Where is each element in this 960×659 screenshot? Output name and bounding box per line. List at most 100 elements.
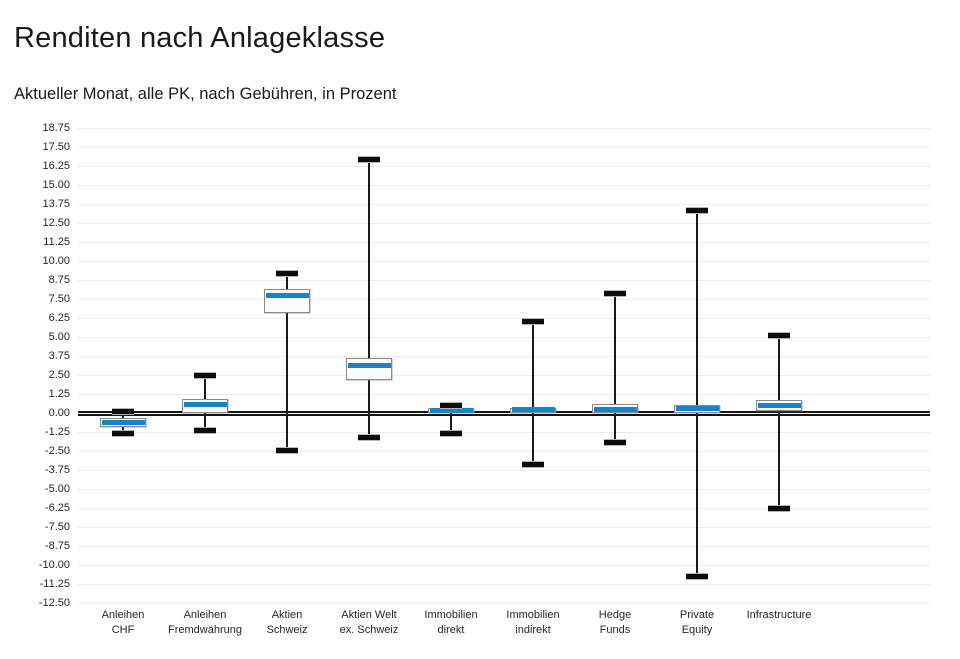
median-line <box>593 407 637 413</box>
x-category-label-line: Immobilien <box>506 609 560 621</box>
gridline <box>78 260 930 262</box>
x-category-label: Immobilien indirekt <box>485 608 581 638</box>
whisker-cap-min <box>194 426 216 434</box>
gridline <box>78 127 930 129</box>
y-tick-label: 15.00 <box>42 179 70 191</box>
gridline <box>78 203 930 205</box>
x-category-label: Anleihen Fremdwährung <box>157 608 253 638</box>
whisker-cap-max <box>112 407 134 415</box>
whisker-line <box>614 293 616 443</box>
y-tick-label: -2.50 <box>44 445 70 457</box>
whisker-cap-min <box>522 461 544 469</box>
y-tick-label: 8.75 <box>48 274 70 286</box>
gridline <box>78 165 930 167</box>
gridline <box>78 583 930 585</box>
x-category-label-line: Funds <box>599 624 631 636</box>
whisker-line <box>778 335 780 509</box>
gridline <box>78 564 930 566</box>
x-category-label-line: Aktien <box>271 609 303 621</box>
x-category-label-line: CHF <box>111 624 135 636</box>
gridline <box>78 469 930 471</box>
median-line <box>183 402 227 408</box>
y-tick-label: 17.50 <box>42 141 70 153</box>
whisker-cap-max <box>440 401 462 409</box>
y-tick-label: 12.50 <box>42 217 70 229</box>
y-tick-label: 2.50 <box>48 369 70 381</box>
x-category-label: Aktien Welt ex. Schweiz <box>321 608 417 638</box>
whisker-cap-max <box>358 156 380 164</box>
x-category-label-line: Infrastructure <box>746 609 812 621</box>
gridline <box>78 526 930 528</box>
gridline <box>78 488 930 490</box>
whisker-cap-min <box>112 430 134 438</box>
whisker-line <box>286 273 288 451</box>
gridline <box>78 602 930 604</box>
x-category-label-line: Aktien Welt <box>341 609 397 621</box>
gridline <box>78 450 930 452</box>
gridline <box>78 545 930 547</box>
median-line <box>101 419 145 425</box>
x-category-label-line: direkt <box>437 624 465 636</box>
median-line <box>347 363 391 369</box>
whisker-cap-max <box>276 269 298 277</box>
gridline <box>78 336 930 338</box>
page-title: Renditen nach Anlageklasse <box>14 22 386 54</box>
median-line <box>511 407 555 413</box>
y-tick-label: 5.00 <box>48 331 70 343</box>
whisker-cap-max <box>522 318 544 326</box>
y-tick-label: 1.25 <box>48 388 70 400</box>
whisker-line <box>368 159 370 438</box>
y-tick-label: -3.75 <box>44 464 70 476</box>
box <box>346 357 392 381</box>
whisker-cap-min <box>768 505 790 513</box>
x-category-label-line: Anleihen <box>183 609 227 621</box>
x-category-label-line: Fremdwährung <box>168 624 242 636</box>
x-category-label: Hedge Funds <box>567 608 663 638</box>
whisker-cap-min <box>276 446 298 454</box>
x-category-label-line: Anleihen <box>101 609 145 621</box>
y-tick-label: -1.25 <box>44 426 70 438</box>
y-tick-label: 11.25 <box>43 236 70 248</box>
x-category-label: Anleihen CHF <box>75 608 171 638</box>
y-tick-label: 7.50 <box>48 293 70 305</box>
whisker-cap-min <box>686 572 708 580</box>
median-line <box>429 408 473 414</box>
x-category-label-line: Equity <box>681 624 713 636</box>
x-category-label-line: Private <box>679 609 715 621</box>
whisker-cap-min <box>440 430 462 438</box>
y-tick-label: -11.25 <box>39 578 70 590</box>
y-tick-label: 6.25 <box>48 312 70 324</box>
gridline <box>78 374 930 376</box>
y-tick-label: 0.00 <box>48 407 70 419</box>
y-tick-label: -7.50 <box>44 521 70 533</box>
y-tick-label: 3.75 <box>48 350 70 362</box>
x-category-label-line: Hedge <box>598 609 632 621</box>
y-tick-label: 16.25 <box>42 160 70 172</box>
gridline <box>78 222 930 224</box>
whisker-line <box>450 405 452 434</box>
y-tick-label: 10.00 <box>42 255 70 267</box>
gridline <box>78 184 930 186</box>
gridline <box>78 241 930 243</box>
zero-line <box>78 410 930 416</box>
gridline <box>78 507 930 509</box>
median-line <box>675 405 719 411</box>
y-tick-label: -5.00 <box>44 483 70 495</box>
whisker-cap-max <box>768 331 790 339</box>
whisker-cap-max <box>686 207 708 215</box>
median-line <box>265 292 309 298</box>
gridline <box>78 146 930 148</box>
x-category-label: Immobilien direkt <box>403 608 499 638</box>
gridline <box>78 317 930 319</box>
whisker-cap-max <box>194 372 216 380</box>
x-category-label-line: indirekt <box>515 624 551 636</box>
gridline <box>78 393 930 395</box>
gridline <box>78 355 930 357</box>
x-category-label: Private Equity <box>649 608 745 638</box>
x-category-label: Aktien Schweiz <box>239 608 335 638</box>
gridline <box>78 298 930 300</box>
y-tick-label: -12.50 <box>38 597 70 609</box>
chart-subtitle: Aktueller Monat, alle PK, nach Gebühren,… <box>14 85 397 103</box>
median-line <box>757 402 801 408</box>
y-tick-label: -10.00 <box>38 559 70 571</box>
